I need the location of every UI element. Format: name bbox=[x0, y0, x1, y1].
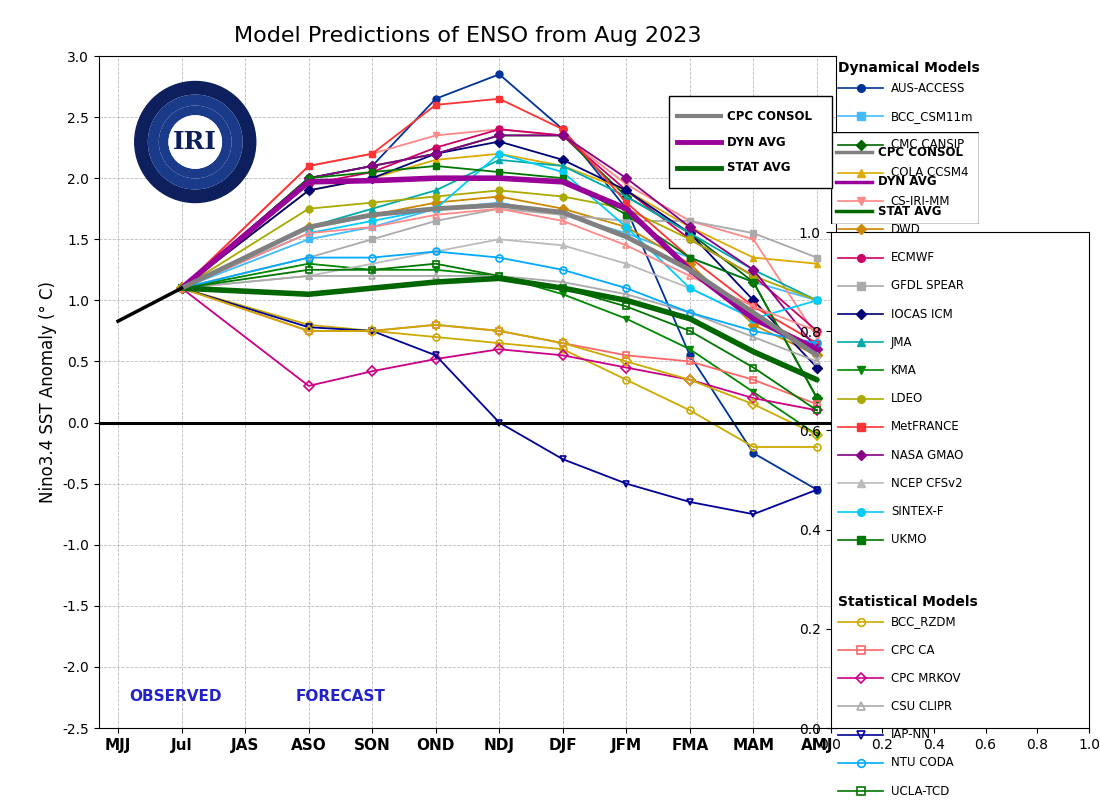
Y-axis label: Nino3.4 SST Anomaly (° C): Nino3.4 SST Anomaly (° C) bbox=[39, 281, 57, 503]
Text: SINTEX-F: SINTEX-F bbox=[891, 505, 944, 518]
Text: BCC_RZDM: BCC_RZDM bbox=[891, 615, 957, 628]
Text: MetFRANCE: MetFRANCE bbox=[891, 421, 959, 434]
Text: OBSERVED: OBSERVED bbox=[129, 689, 221, 704]
Text: GFDL SPEAR: GFDL SPEAR bbox=[891, 279, 964, 292]
Text: AUS-ACCESS: AUS-ACCESS bbox=[891, 82, 965, 94]
Text: STAT AVG: STAT AVG bbox=[727, 162, 791, 174]
Text: LDEO: LDEO bbox=[891, 392, 923, 405]
Circle shape bbox=[148, 95, 242, 189]
Text: ECMWF: ECMWF bbox=[891, 251, 935, 264]
Text: DWD: DWD bbox=[891, 223, 921, 236]
Text: NTU CODA: NTU CODA bbox=[891, 757, 954, 770]
Text: CMC CANSIP: CMC CANSIP bbox=[891, 138, 964, 151]
Text: DYN AVG: DYN AVG bbox=[878, 175, 936, 188]
Text: FORECAST: FORECAST bbox=[296, 689, 385, 704]
FancyBboxPatch shape bbox=[830, 132, 979, 224]
Text: Statistical Models: Statistical Models bbox=[838, 595, 978, 609]
Title: Model Predictions of ENSO from Aug 2023: Model Predictions of ENSO from Aug 2023 bbox=[233, 26, 702, 46]
Text: IAP-NN: IAP-NN bbox=[891, 728, 931, 741]
Text: JMA: JMA bbox=[891, 336, 912, 349]
Text: NASA GMAO: NASA GMAO bbox=[891, 449, 964, 462]
Text: NCEP CFSv2: NCEP CFSv2 bbox=[891, 477, 962, 490]
Text: CS-IRI-MM: CS-IRI-MM bbox=[891, 194, 950, 208]
Text: BCC_CSM11m: BCC_CSM11m bbox=[891, 110, 974, 123]
Circle shape bbox=[160, 106, 231, 178]
Text: CPC CONSOL: CPC CONSOL bbox=[878, 146, 962, 158]
Text: UCLA-TCD: UCLA-TCD bbox=[891, 785, 949, 798]
Circle shape bbox=[134, 82, 255, 202]
Text: CPC CA: CPC CA bbox=[891, 643, 934, 657]
Circle shape bbox=[148, 95, 242, 189]
Text: CPC CONSOL: CPC CONSOL bbox=[727, 110, 813, 122]
FancyBboxPatch shape bbox=[669, 96, 832, 188]
Text: IRI: IRI bbox=[174, 130, 218, 154]
Text: KMA: KMA bbox=[891, 364, 916, 377]
Text: CPC MRKOV: CPC MRKOV bbox=[891, 672, 960, 685]
Text: DYN AVG: DYN AVG bbox=[727, 135, 786, 149]
Text: IOCAS ICM: IOCAS ICM bbox=[891, 307, 953, 321]
Text: Dynamical Models: Dynamical Models bbox=[838, 62, 980, 75]
Text: UKMO: UKMO bbox=[891, 534, 926, 546]
Circle shape bbox=[169, 116, 221, 168]
Circle shape bbox=[160, 106, 231, 178]
Text: CSU CLIPR: CSU CLIPR bbox=[891, 700, 952, 713]
Text: STAT AVG: STAT AVG bbox=[878, 205, 942, 218]
Text: COLA CCSM4: COLA CCSM4 bbox=[891, 166, 968, 179]
Circle shape bbox=[169, 116, 221, 168]
